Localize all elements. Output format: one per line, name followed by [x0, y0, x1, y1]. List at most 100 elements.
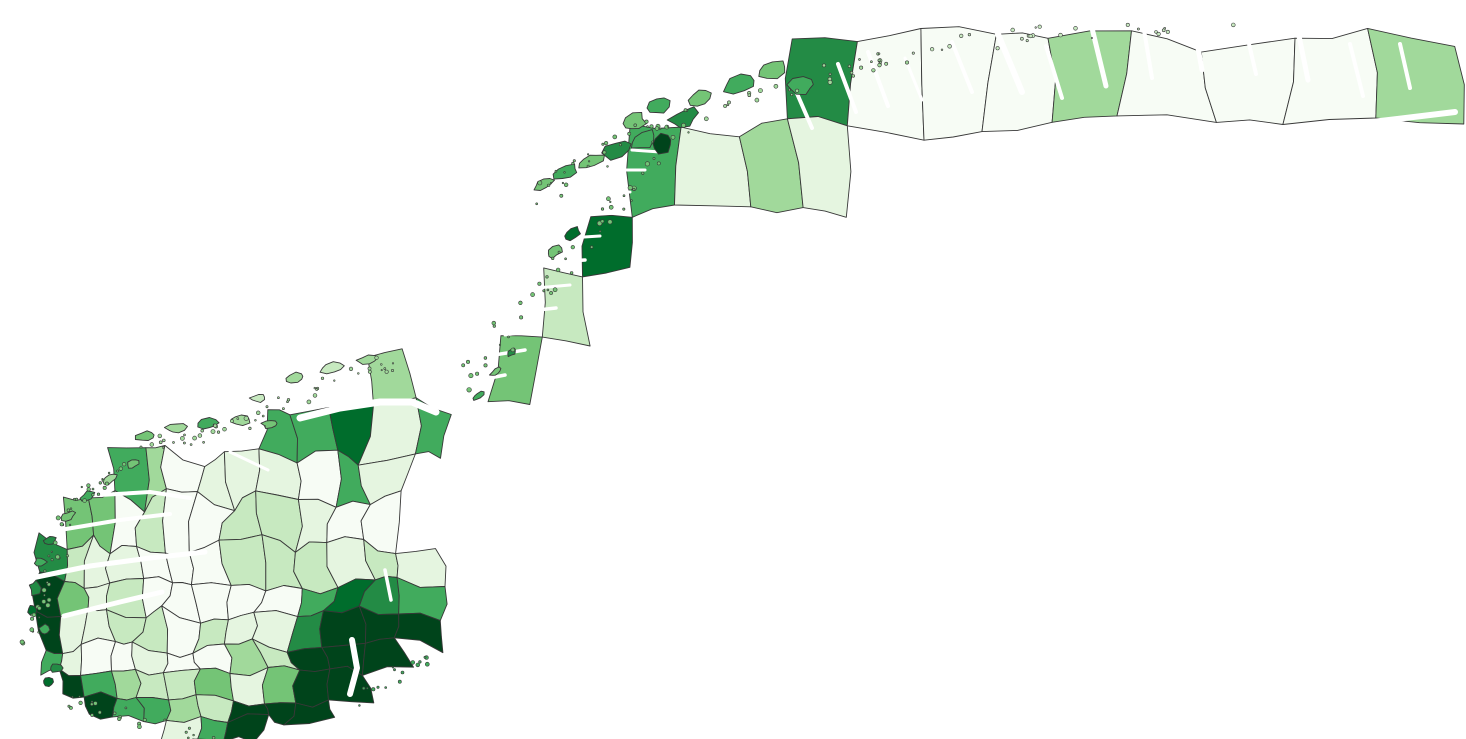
municipality-cell — [361, 637, 415, 676]
municipality-cell — [1200, 37, 1296, 125]
island — [687, 89, 712, 107]
fjord-channel — [29, 549, 208, 581]
islet — [192, 733, 195, 737]
municipality-cell — [83, 691, 118, 720]
islet — [376, 685, 380, 689]
islet — [870, 60, 873, 64]
fjord-channel — [486, 348, 527, 358]
islet — [598, 230, 602, 233]
islet — [41, 587, 47, 593]
islet — [161, 446, 165, 449]
islet — [1154, 30, 1158, 34]
islet — [55, 515, 61, 521]
municipality-cell — [283, 699, 336, 726]
fjord-channel — [58, 512, 172, 532]
islet — [727, 100, 731, 105]
islet — [78, 700, 83, 706]
islet — [586, 164, 590, 168]
islet — [197, 433, 203, 438]
islet — [466, 387, 472, 393]
islet — [248, 426, 252, 431]
islet — [65, 554, 69, 558]
islet — [644, 161, 650, 167]
islet — [569, 271, 574, 275]
municipality-cell — [160, 444, 206, 493]
islet — [189, 443, 193, 446]
islet — [858, 58, 861, 61]
islet — [264, 425, 267, 428]
islet — [43, 593, 46, 597]
islet — [670, 135, 676, 140]
islet — [55, 554, 60, 560]
islet — [116, 469, 120, 473]
islet — [390, 368, 394, 372]
islet — [606, 165, 609, 168]
islet — [608, 205, 614, 210]
islet — [555, 267, 561, 273]
fjord-channel — [582, 211, 617, 216]
islet — [747, 93, 752, 97]
islet — [236, 417, 240, 420]
islet — [687, 131, 690, 134]
islet — [229, 419, 234, 423]
islet — [183, 433, 186, 437]
islet — [606, 196, 611, 201]
municipality-cell — [581, 214, 633, 278]
islet — [652, 157, 656, 160]
islet — [66, 508, 71, 512]
islet — [475, 371, 480, 376]
islet — [627, 131, 632, 136]
islet — [69, 507, 73, 510]
municipality-cell — [1116, 30, 1217, 123]
islet — [50, 550, 53, 553]
islet — [90, 700, 94, 703]
islet — [656, 161, 661, 166]
islet — [483, 356, 488, 360]
islet — [101, 478, 105, 482]
islet — [587, 160, 591, 163]
islet — [286, 398, 291, 402]
islet — [851, 74, 855, 78]
islet — [69, 706, 73, 710]
islet — [91, 487, 95, 491]
islet — [90, 713, 94, 717]
islet — [397, 679, 402, 684]
island — [43, 676, 54, 687]
island — [533, 178, 555, 191]
islet — [98, 481, 102, 485]
islet — [773, 84, 779, 89]
islet — [47, 554, 51, 558]
islet — [104, 481, 109, 486]
islet — [384, 686, 388, 689]
fjord-channel — [1241, 16, 1258, 76]
islet — [102, 485, 107, 490]
islet — [313, 386, 316, 390]
islet — [491, 320, 496, 326]
islet — [424, 661, 430, 667]
municipality-cell — [541, 267, 591, 347]
islet — [357, 372, 360, 375]
islet — [1137, 27, 1140, 31]
fjord-channel — [383, 568, 393, 602]
island — [601, 140, 632, 161]
islet — [393, 668, 396, 672]
islet — [380, 363, 383, 366]
islet — [200, 429, 204, 433]
islet — [649, 124, 654, 129]
islet — [1037, 24, 1042, 29]
islet — [367, 369, 372, 374]
islet — [97, 710, 102, 715]
islet — [374, 355, 379, 360]
islet — [564, 257, 567, 261]
island — [248, 394, 266, 403]
islet — [222, 427, 227, 432]
islet — [1090, 36, 1093, 39]
municipality-cell — [1367, 27, 1465, 125]
islet — [627, 185, 633, 191]
islet — [601, 142, 605, 146]
islet — [281, 407, 285, 411]
fjord-channel — [468, 373, 507, 384]
islet — [563, 171, 566, 174]
islet — [790, 93, 794, 97]
